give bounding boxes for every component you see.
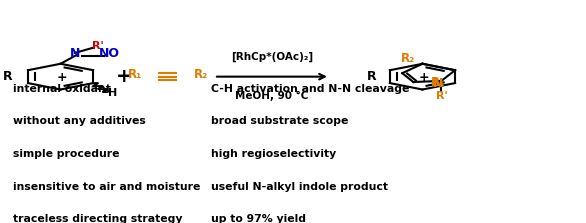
Text: MeOH, 90 °C: MeOH, 90 °C bbox=[235, 91, 309, 101]
Text: R₁: R₁ bbox=[431, 76, 445, 89]
Text: R: R bbox=[366, 70, 376, 83]
Text: internal oxidant: internal oxidant bbox=[13, 84, 111, 93]
Text: R₂: R₂ bbox=[194, 68, 208, 81]
Text: R': R' bbox=[435, 91, 447, 101]
Text: NO: NO bbox=[99, 47, 120, 60]
Text: N: N bbox=[70, 47, 80, 60]
Text: +: + bbox=[57, 71, 67, 84]
Text: useful N-alkyl indole product: useful N-alkyl indole product bbox=[211, 182, 388, 192]
Text: up to 97% yield: up to 97% yield bbox=[211, 214, 306, 223]
Text: insensitive to air and moisture: insensitive to air and moisture bbox=[13, 182, 200, 192]
Text: C-H activation and N-N cleavage: C-H activation and N-N cleavage bbox=[211, 84, 410, 93]
Text: +: + bbox=[419, 71, 430, 84]
Text: traceless directing strategy: traceless directing strategy bbox=[13, 214, 183, 223]
Text: H: H bbox=[108, 88, 117, 98]
Text: +: + bbox=[116, 67, 132, 86]
Text: N: N bbox=[433, 77, 444, 90]
Text: [RhCp*(OAc)₂]: [RhCp*(OAc)₂] bbox=[231, 52, 313, 62]
Text: high regioselectivity: high regioselectivity bbox=[211, 149, 336, 159]
Text: R': R' bbox=[93, 41, 104, 51]
Text: R₁: R₁ bbox=[127, 68, 142, 81]
Text: broad substrate scope: broad substrate scope bbox=[211, 116, 349, 126]
Text: simple procedure: simple procedure bbox=[13, 149, 120, 159]
Text: without any additives: without any additives bbox=[13, 116, 146, 126]
Text: R₂: R₂ bbox=[401, 52, 415, 65]
Text: R: R bbox=[3, 70, 12, 83]
